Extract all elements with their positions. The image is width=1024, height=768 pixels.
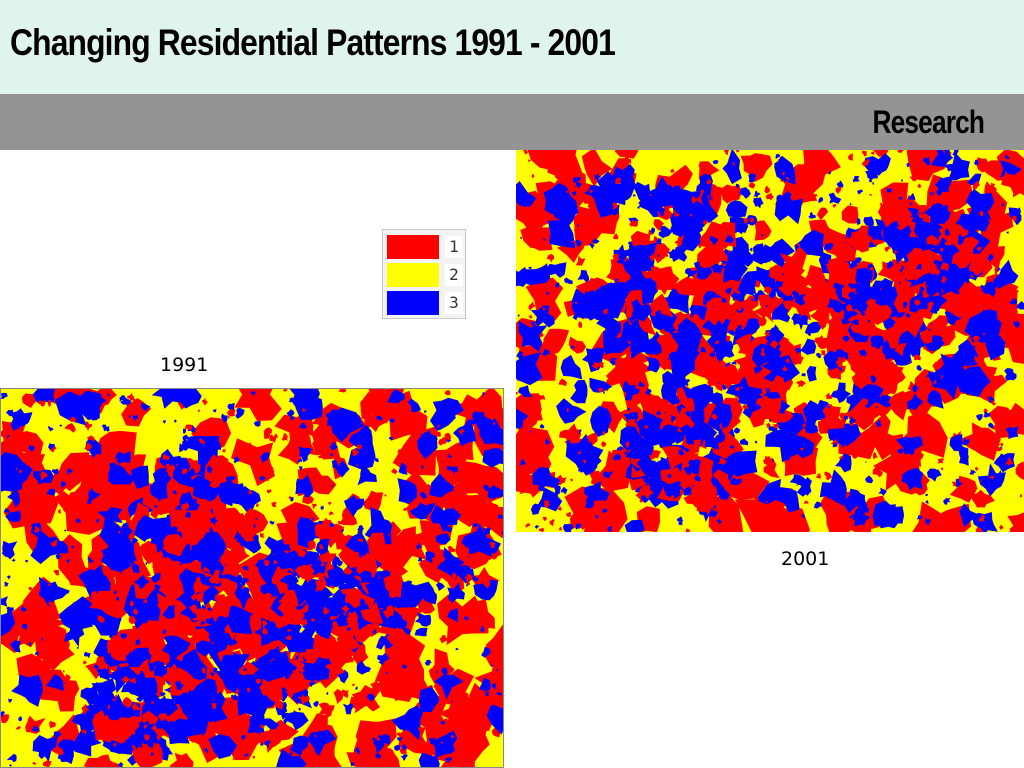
- map-2001-canvas: [516, 150, 1024, 532]
- residential-map-1991: [0, 388, 504, 768]
- section-label: Research: [872, 104, 984, 140]
- map-caption-1991: 1991: [160, 354, 209, 376]
- legend-item-1: 1: [387, 235, 465, 259]
- legend-label-1: 1: [445, 236, 463, 258]
- legend-swatch-3: [387, 291, 439, 315]
- legend-item-2: 2: [387, 263, 465, 287]
- legend-item-3: 3: [387, 291, 465, 315]
- legend-label-3: 3: [445, 292, 463, 314]
- map-1991-canvas: [1, 389, 503, 767]
- legend-swatch-1: [387, 235, 439, 259]
- residential-map-2001: [516, 150, 1024, 532]
- legend-label-2: 2: [445, 264, 463, 286]
- map-legend: 1 2 3: [382, 229, 466, 319]
- legend-swatch-2: [387, 263, 439, 287]
- map-caption-2001: 2001: [781, 548, 830, 570]
- slide-title: Changing Residential Patterns 1991 - 200…: [10, 22, 616, 63]
- section-bar: Research: [0, 94, 1024, 150]
- title-bar: Changing Residential Patterns 1991 - 200…: [0, 0, 1024, 94]
